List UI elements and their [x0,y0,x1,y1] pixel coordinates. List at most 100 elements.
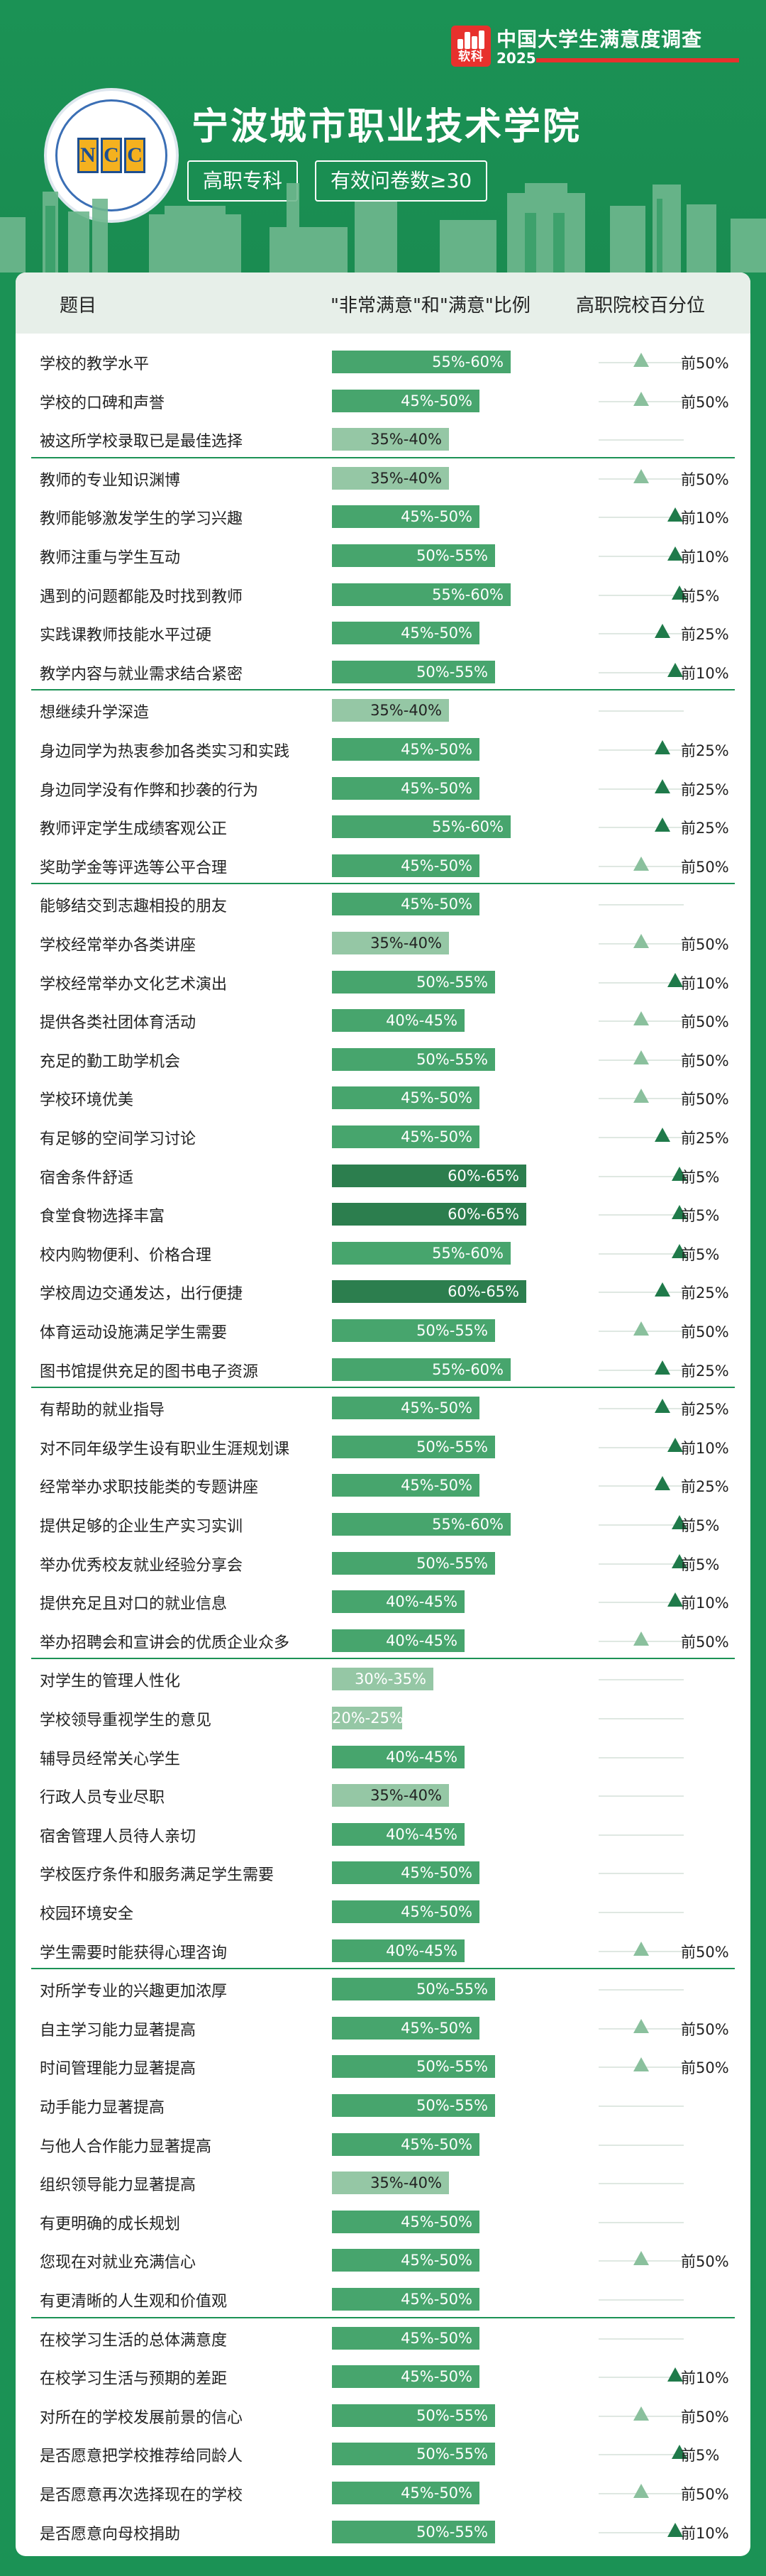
satisfaction-range-label: 45%-50% [401,2291,472,2308]
question-label: 教师能够激发学生的学习兴趣 [40,510,243,529]
percentile-marker-icon [633,2406,649,2421]
satisfaction-range-label: 45%-50% [401,857,472,874]
satisfaction-bar: 55%-60% [332,1513,511,1536]
percentile-label: 前50% [681,1323,729,1341]
percentile-label: 前5% [681,1207,720,1225]
question-label: 体育运动设施满足学生需要 [40,1324,228,1342]
satisfaction-bar: 45%-50% [332,738,479,761]
group-divider [31,1387,735,1389]
question-label: 提供足够的企业生产实习实训 [40,1518,243,1536]
percentile-track [599,2531,684,2533]
percentile-marker-icon [655,1128,670,1142]
satisfaction-bar: 35%-40% [332,699,449,722]
satisfaction-range-label: 45%-50% [401,1864,472,1882]
percentile-track [599,1989,684,1991]
percentile-track [599,1485,684,1487]
percentile-marker-icon [655,1282,670,1297]
satisfaction-bar: 45%-50% [332,2016,479,2040]
satisfaction-bar: 45%-50% [332,1125,479,1148]
percentile-track [599,788,684,790]
percentile-marker-icon [633,856,649,871]
satisfaction-range-label: 40%-45% [386,1825,457,1843]
percentile-label: 前50% [681,2059,729,2077]
table-row: 充足的勤工助学机会 50%-55% 前50% [16,1040,750,1078]
table-row: 有足够的空间学习讨论 45%-50% 前25% [16,1117,750,1155]
table-row: 教师的专业知识渊博 35%-40% 前50% [16,458,750,497]
percentile-track [599,1214,684,1216]
percentile-track [599,633,684,635]
satisfaction-range-label: 45%-50% [401,2019,472,2037]
question-label: 校园环境安全 [40,1905,134,1923]
brand: 软科 中国大学生满意度调查 2025 [451,23,742,71]
satisfaction-range-label: 45%-50% [401,1399,472,1417]
percentile-label: 前5% [681,2447,720,2465]
satisfaction-range-label: 45%-50% [401,392,472,409]
table-row: 教师注重与学生互动 50%-55% 前10% [16,536,750,574]
percentile-label: 前10% [681,510,729,527]
satisfaction-bar: 45%-50% [332,854,479,877]
percentile-label: 前50% [681,1633,729,1651]
percentile-label: 前10% [681,549,729,566]
table-row: 学校领导重视学生的意见 20%-25% [16,1698,750,1736]
table-row: 经常举办求职技能类的专题讲座 45%-50% 前25% [16,1465,750,1504]
table-row: 对所学专业的兴趣更加浓厚 50%-55% [16,1969,750,2008]
table-row: 图书馆提供充足的图书电子资源 55%-60% 前25% [16,1350,750,1388]
satisfaction-range-label: 45%-50% [401,1903,472,1920]
percentile-marker-icon [672,2445,687,2460]
satisfaction-range-label: 45%-50% [401,2135,472,2153]
satisfaction-range-label: 45%-50% [401,508,472,526]
group-divider [31,1658,735,1660]
satisfaction-range-label: 50%-55% [416,1322,488,1339]
percentile-label: 前50% [681,2020,729,2038]
percentile-track [599,1253,684,1255]
percentile-label: 前25% [681,1478,729,1496]
percentile-marker-icon [667,546,683,561]
table-row: 能够结交到志趣相投的朋友 45%-50% [16,884,750,923]
percentile-track [599,904,684,906]
satisfaction-bar: 50%-55% [332,1551,495,1575]
percentile-marker-icon [672,585,687,600]
percentile-marker-icon [633,1941,649,1956]
satisfaction-range-label: 50%-55% [416,547,488,564]
percentile-marker-icon [633,353,649,367]
question-label: 动手能力显著提高 [40,2099,165,2117]
satisfaction-bar: 45%-50% [332,2132,479,2156]
question-label: 充足的勤工助学机会 [40,1052,181,1071]
survey-table: 题目 "非常满意"和"满意"比例 高职院校百分位 学校的教学水平 55%-60% 前… [16,273,750,2556]
satisfaction-range-label: 55%-60% [432,1360,504,1378]
question-label: 学校经常举办文化艺术演出 [40,975,228,993]
question-label: 教师评定学生成绩客观公正 [40,820,228,839]
table-row: 对学生的管理人性化 30%-35% [16,1659,750,1697]
percentile-label: 前5% [681,1517,720,1534]
satisfaction-bar: 50%-55% [332,1319,495,1342]
satisfaction-range-label: 55%-60% [432,1516,504,1533]
table-row: 学校的口碑和声誉 45%-50% 前50% [16,381,750,419]
satisfaction-bar: 55%-60% [332,1358,511,1381]
percentile-marker-icon [655,624,670,639]
percentile-track [599,2299,684,2301]
campus-skyline-illustration [0,183,766,273]
table-row: 对所在的学校发展前景的信心 50%-55% 前50% [16,2396,750,2434]
percentile-label: 前5% [681,1556,720,1573]
table-row: 对不同年级学生设有职业生涯规划课 50%-55% 前10% [16,1427,750,1465]
percentile-track [599,1175,684,1177]
percentile-marker-icon [633,1631,649,1646]
table-row: 奖助学金等评选等公平合理 45%-50% 前50% [16,846,750,884]
satisfaction-range-label: 40%-45% [386,1593,457,1611]
question-label: 学校周边交通发达，出行便捷 [40,1285,243,1304]
percentile-marker-icon [633,2057,649,2072]
question-label: 在校学习生活的总体满意度 [40,2331,228,2350]
satisfaction-bar: 45%-50% [332,2249,479,2272]
table-row: 自主学习能力显著提高 45%-50% 前50% [16,2008,750,2047]
satisfaction-range-label: 50%-55% [416,2445,488,2463]
question-label: 教师的专业知识渊博 [40,471,181,490]
satisfaction-range-label: 40%-45% [386,1012,457,1030]
percentile-track [599,2106,684,2107]
satisfaction-range-label: 50%-55% [416,663,488,681]
satisfaction-bar: 55%-60% [332,583,511,606]
satisfaction-range-label: 50%-55% [416,2523,488,2541]
percentile-label: 前25% [681,1362,729,1380]
question-label: 您现在对就业充满信心 [40,2254,196,2272]
table-row: 辅导员经常关心学生 40%-45% [16,1737,750,1776]
percentile-marker-icon [655,1476,670,1491]
